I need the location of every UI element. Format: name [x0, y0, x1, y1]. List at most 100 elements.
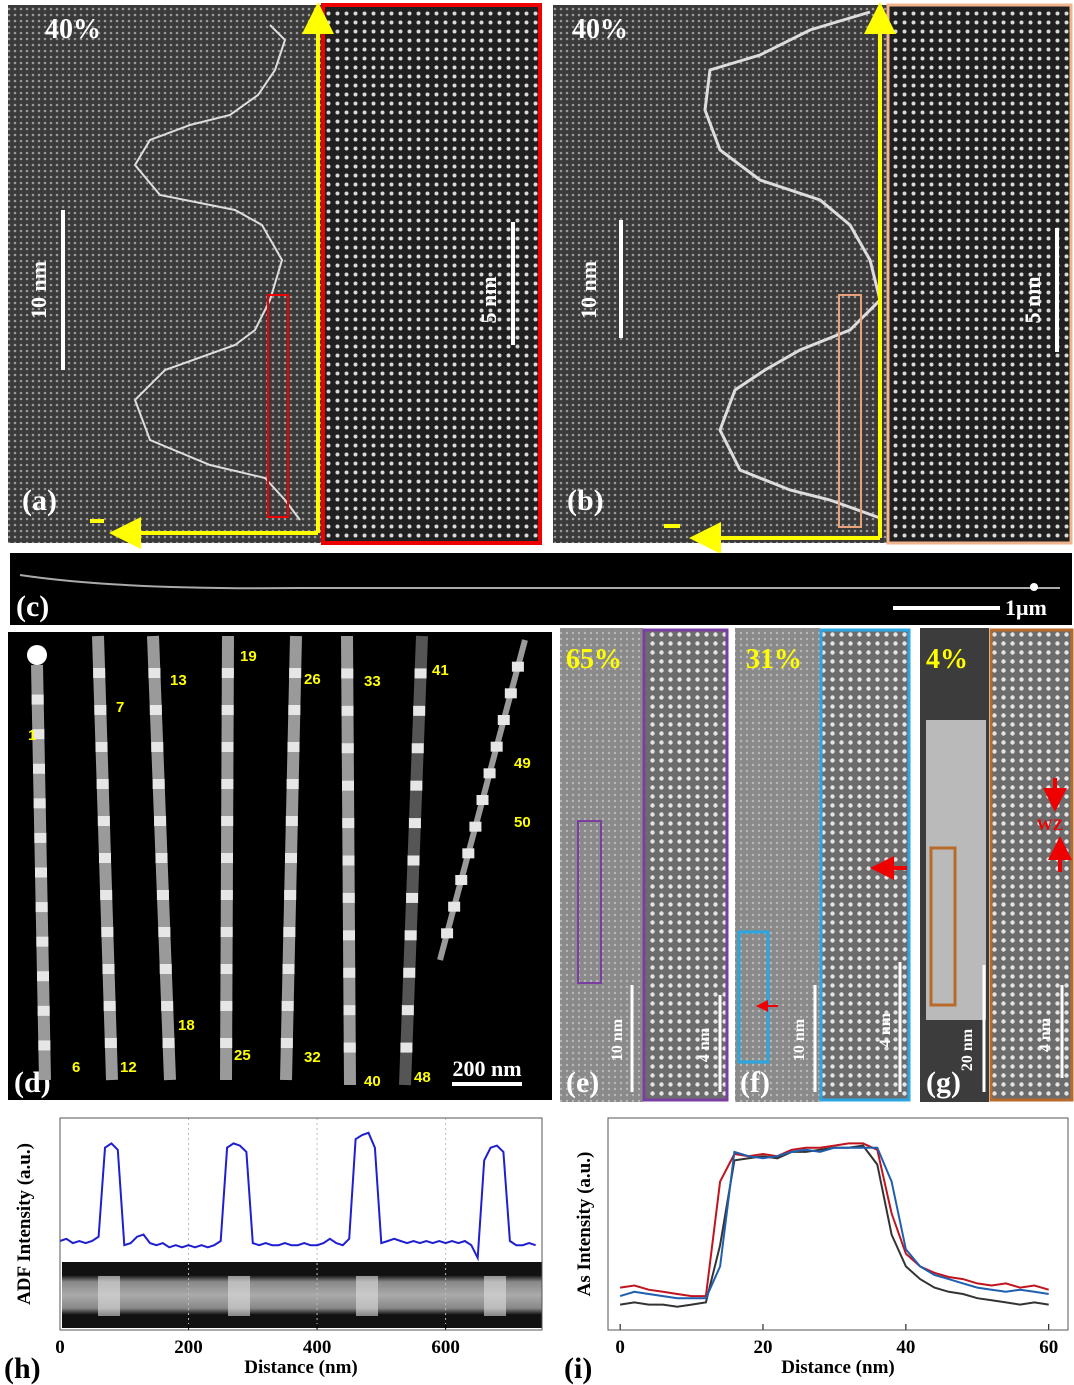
- y-axis-label: As Intensity (a.u.): [574, 1152, 595, 1297]
- segment: [408, 856, 420, 866]
- segment: [37, 971, 49, 981]
- segment: [342, 781, 354, 791]
- panel-label: (i): [564, 1352, 592, 1385]
- segment: [36, 902, 48, 912]
- segment: [402, 1005, 414, 1015]
- segment: [34, 798, 46, 808]
- panel-h-image: [62, 1262, 542, 1328]
- segment: [341, 668, 353, 678]
- segment: [104, 1001, 116, 1011]
- segment: [160, 964, 172, 974]
- segment: [400, 1043, 412, 1053]
- segment: [38, 1006, 50, 1016]
- segment: [97, 779, 109, 789]
- segment: [222, 742, 234, 752]
- composition: 40%: [45, 14, 101, 45]
- stem-image: [8, 5, 323, 543]
- y-axis-label: ADF Intensity (a.u.): [14, 1143, 35, 1305]
- segment: [221, 779, 233, 789]
- panel-b: 40% 10 nm 5 nm (b): [553, 5, 1071, 543]
- stem-image: [10, 553, 1072, 625]
- segment: [512, 662, 524, 672]
- segment: [150, 705, 162, 715]
- composition: 65%: [566, 644, 622, 675]
- segment: [405, 930, 417, 940]
- panel-f: 31% 10 nm 4 nm (f): [735, 628, 909, 1102]
- wire-number: 49: [514, 755, 531, 772]
- segment: [221, 927, 233, 937]
- segment: [96, 742, 108, 752]
- panel-label: (f): [740, 1066, 770, 1099]
- segment: [99, 853, 111, 863]
- wire-number: 33: [364, 673, 381, 690]
- wire-number: 41: [432, 662, 449, 679]
- segment: [469, 822, 481, 832]
- segment: [32, 695, 44, 705]
- segment: [343, 930, 355, 940]
- scale-label: 20 nm: [959, 1028, 976, 1071]
- segment: [410, 781, 422, 791]
- segment: [282, 1001, 294, 1011]
- segment: [283, 964, 295, 974]
- segment: [356, 1276, 378, 1316]
- wire-number: 25: [234, 1047, 251, 1064]
- wire-number: 6: [72, 1059, 80, 1076]
- figure: 40% 10 nm 5 nm (a) 40% 10 nm 5 nm (b) 1μ…: [0, 0, 1074, 1385]
- scale-label: 10 nm: [576, 261, 601, 319]
- segment: [154, 816, 166, 826]
- segment: [158, 927, 170, 937]
- segment: [220, 1001, 232, 1011]
- segment: [283, 927, 295, 937]
- data-line: [60, 1133, 536, 1258]
- segment: [491, 742, 503, 752]
- segment: [462, 848, 474, 858]
- x-tick-label: 200: [174, 1337, 203, 1358]
- strip-image: [62, 1262, 542, 1328]
- segment: [220, 1038, 232, 1048]
- x-tick-label: 20: [754, 1337, 773, 1358]
- segment: [288, 705, 300, 715]
- segment: [105, 1038, 117, 1048]
- inset-image: [323, 5, 540, 543]
- x-tick-label: 60: [1039, 1337, 1058, 1358]
- wire-number: 48: [414, 1069, 431, 1086]
- segment: [221, 964, 233, 974]
- segment: [163, 1038, 175, 1048]
- segment: [98, 816, 110, 826]
- panel-label: (e): [566, 1066, 599, 1099]
- segment: [413, 706, 425, 716]
- segment: [148, 668, 160, 678]
- x-tick-label: 400: [303, 1337, 332, 1358]
- composition: 40%: [572, 14, 628, 45]
- scale-label: 4 nm: [1037, 1017, 1054, 1052]
- composition: 31%: [746, 644, 802, 675]
- wire-number: 13: [170, 672, 187, 689]
- data-line: [620, 1148, 1049, 1299]
- segment: [344, 1043, 356, 1053]
- stem-image: [553, 5, 888, 543]
- panel-a: 40% 10 nm 5 nm (a): [8, 5, 540, 543]
- wire-number: 18: [178, 1017, 195, 1034]
- segment: [221, 853, 233, 863]
- composition: 4%: [926, 644, 968, 675]
- segment: [342, 743, 354, 753]
- segment: [484, 768, 496, 778]
- segment: [151, 742, 163, 752]
- segment: [94, 705, 106, 715]
- segment: [228, 1276, 250, 1316]
- wire-number: 32: [304, 1049, 321, 1066]
- scale-label: 1μm: [1005, 595, 1047, 620]
- wire-number: 19: [240, 648, 257, 665]
- panel-e: 65% 10 nm 4 nm (e): [560, 628, 727, 1102]
- wire-number: 40: [364, 1073, 381, 1090]
- scale-label: 200 nm: [452, 1056, 521, 1081]
- segment: [505, 688, 517, 698]
- segment: [403, 968, 415, 978]
- segment: [222, 705, 234, 715]
- wire-number: 12: [120, 1059, 137, 1076]
- segment: [33, 764, 45, 774]
- inset-image: [644, 630, 727, 1100]
- x-tick-label: 0: [55, 1337, 65, 1358]
- segment: [477, 795, 489, 805]
- segment: [448, 902, 460, 912]
